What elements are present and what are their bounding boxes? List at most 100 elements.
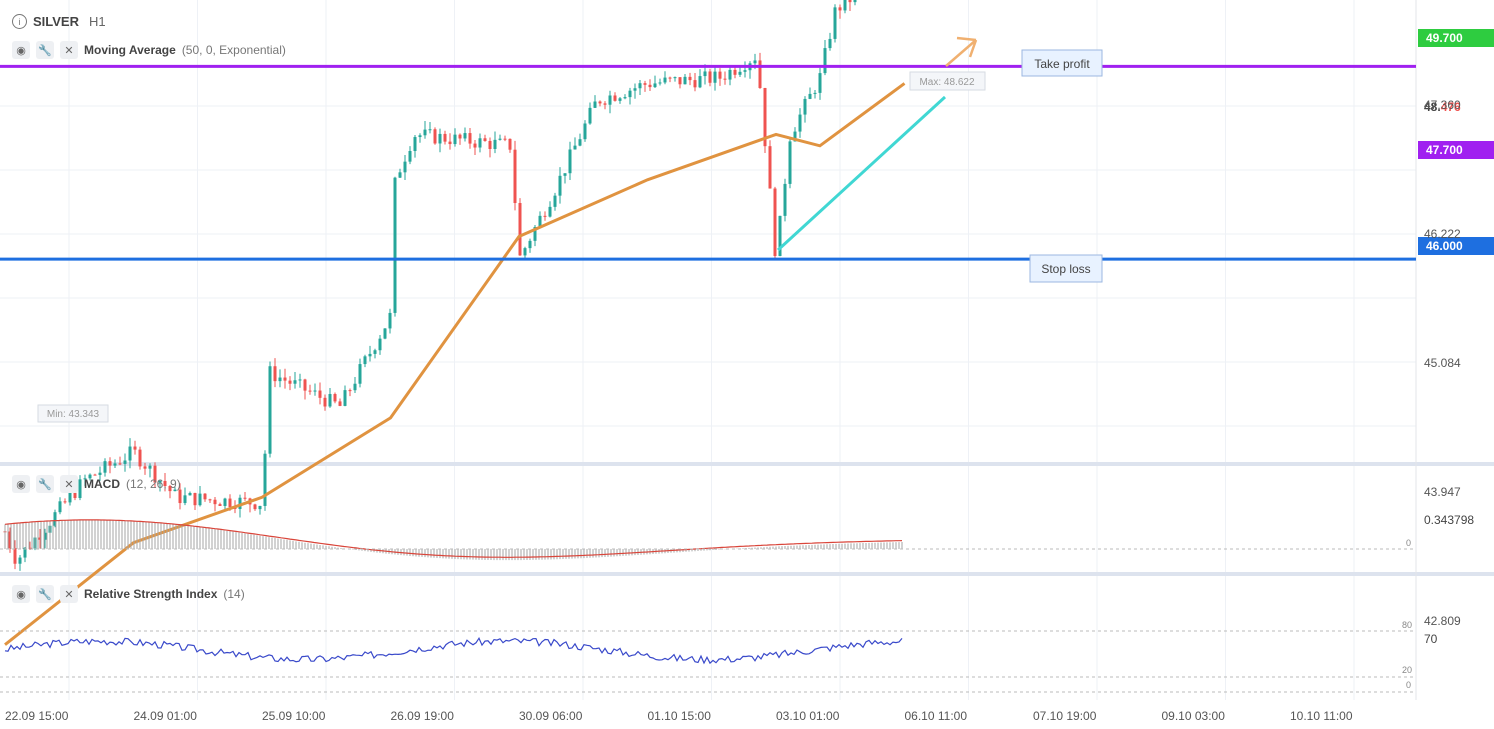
eye-icon[interactable]: ◉ (12, 585, 30, 603)
candle (763, 87, 767, 147)
close-icon[interactable]: ✕ (60, 585, 78, 603)
candle (258, 505, 262, 510)
candle (223, 498, 227, 506)
svg-text:47.700: 47.700 (1426, 143, 1463, 157)
svg-text:Take profit: Take profit (1034, 57, 1090, 71)
candle (228, 498, 232, 508)
candle (278, 377, 282, 382)
candle (168, 486, 172, 492)
time-axis-label: 01.10 15:00 (648, 709, 712, 723)
candle (523, 248, 527, 256)
candle (98, 472, 102, 475)
candle (548, 206, 552, 217)
candle (28, 547, 32, 549)
time-axis-label: 06.10 11:00 (905, 709, 968, 723)
candle (698, 76, 702, 88)
candle (433, 129, 437, 144)
candle (338, 401, 342, 406)
time-axis-label: 09.10 03:00 (1162, 709, 1226, 723)
take-profit-label[interactable]: Take profit (1021, 49, 1103, 77)
arrow-icon (945, 36, 978, 67)
candle (343, 390, 347, 406)
candle (713, 71, 717, 83)
candle (658, 82, 662, 84)
rsi-value: 70 (1424, 632, 1438, 646)
wrench-icon[interactable]: 🔧 (36, 41, 54, 59)
trendline[interactable] (776, 95, 947, 252)
eye-icon[interactable]: ◉ (12, 475, 30, 493)
wrench-icon[interactable]: 🔧 (36, 585, 54, 603)
candle (268, 366, 272, 454)
wrench-icon[interactable]: 🔧 (36, 475, 54, 493)
candle (18, 557, 22, 564)
candle (688, 76, 692, 81)
candle (808, 93, 812, 99)
panel-separator[interactable] (0, 572, 1494, 576)
candle (508, 138, 512, 150)
candle (208, 499, 212, 501)
close-icon[interactable]: ✕ (60, 41, 78, 59)
candle (853, 0, 857, 3)
candle (533, 227, 537, 241)
candle (588, 107, 592, 124)
candle (513, 149, 517, 204)
candle (823, 48, 827, 74)
candle (553, 195, 557, 207)
candle (73, 492, 77, 499)
candle (728, 69, 732, 80)
time-axis-label: 24.09 01:00 (134, 709, 198, 723)
candle (143, 466, 147, 469)
candle (578, 139, 582, 146)
candle (438, 133, 442, 144)
rsi-80-label: 80 (1402, 620, 1412, 630)
time-axis-label: 07.10 19:00 (1033, 709, 1097, 723)
macd-indicator-name: MACD (84, 477, 120, 491)
candle (153, 465, 157, 483)
candle (93, 474, 97, 476)
timeframe-label: H1 (89, 14, 106, 29)
rsi-20-label: 20 (1402, 665, 1412, 675)
max-label: Max: 48.622 (909, 71, 986, 91)
candle (653, 83, 657, 88)
candle (708, 71, 712, 83)
stop-loss-label[interactable]: Stop loss (1029, 254, 1103, 283)
candle (638, 83, 642, 89)
candle (253, 504, 257, 510)
candle (148, 465, 152, 469)
candle (818, 73, 822, 93)
symbol-header: i SILVER H1 (12, 14, 106, 29)
eye-icon[interactable]: ◉ (12, 41, 30, 59)
time-axis-label: 26.09 19:00 (391, 709, 455, 723)
info-icon[interactable]: i (12, 14, 27, 29)
candle (218, 504, 222, 506)
candle (83, 478, 87, 480)
close-icon[interactable]: ✕ (60, 475, 78, 493)
candle (833, 7, 837, 39)
candle (393, 177, 397, 313)
candle (238, 497, 242, 510)
candle (573, 145, 577, 150)
candle (413, 137, 417, 152)
time-axis: 22.09 15:00 24.09 01:00 25.09 10:00 26.09 1… (5, 709, 1353, 723)
candle (263, 453, 267, 506)
macd-value: 0.343798 (1424, 513, 1474, 527)
candle (313, 390, 317, 392)
candle (308, 390, 312, 392)
candle (368, 353, 372, 357)
candle (348, 390, 352, 392)
candle (848, 0, 852, 3)
candle (723, 78, 727, 80)
candle (753, 60, 757, 64)
min-label: Min: 43.343 (37, 404, 109, 423)
candle (378, 338, 382, 351)
candle (453, 134, 457, 145)
rsi-line (4, 636, 903, 665)
candle (63, 501, 67, 503)
candle (288, 380, 292, 384)
candle (803, 98, 807, 115)
candle (163, 480, 167, 487)
candle (608, 95, 612, 105)
panel-separator[interactable] (0, 462, 1494, 466)
candle (493, 139, 497, 149)
